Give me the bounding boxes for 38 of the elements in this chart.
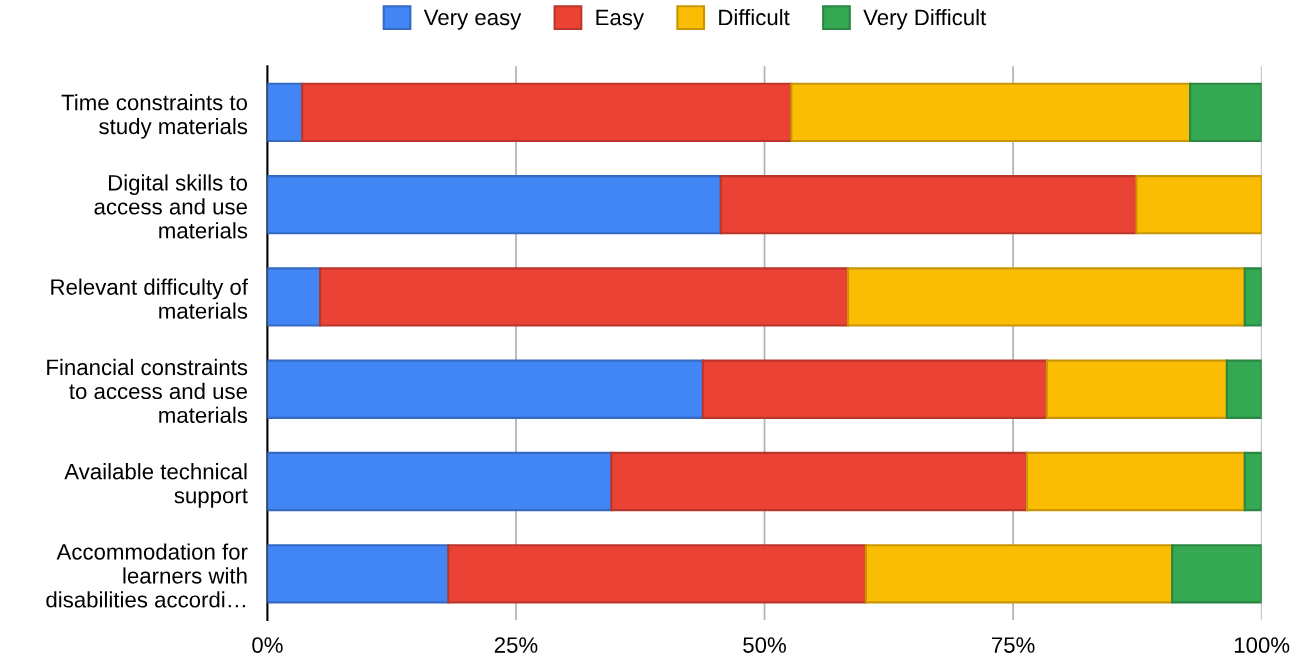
bar <box>267 359 704 419</box>
bar <box>267 82 304 143</box>
bar <box>701 359 1048 419</box>
bar <box>790 82 1192 143</box>
bar <box>301 82 793 143</box>
bar <box>610 451 1029 512</box>
bar <box>319 267 850 327</box>
bar <box>1025 451 1246 512</box>
y-tick-label: Available technical support <box>64 463 248 508</box>
bar <box>1243 267 1262 327</box>
bar <box>1135 175 1262 235</box>
y-tick-label: Digital skills to access and use materials <box>94 174 248 239</box>
y-tick-label: Relevant difficulty of materials <box>51 278 248 319</box>
legend-label: Easy <box>596 9 644 30</box>
x-tick-label: 0% <box>252 637 283 653</box>
bar <box>1225 359 1262 419</box>
bar <box>267 544 450 604</box>
bar <box>719 175 1138 235</box>
x-tick-label: 75% <box>991 637 1035 653</box>
legend-label: Very easy <box>423 9 522 30</box>
bar <box>1045 359 1228 419</box>
bar <box>447 544 867 604</box>
x-tick-label: 100% <box>1234 637 1290 653</box>
bar <box>1189 82 1262 143</box>
x-tick-label: 50% <box>743 637 786 653</box>
legend-label: Difficult <box>719 8 790 26</box>
y-tick-label: Financial constraints to access and use materials <box>47 358 248 424</box>
y-tick-label: Time constraints to study materials <box>61 94 248 139</box>
bar <box>864 544 1174 604</box>
bar <box>267 451 613 512</box>
legend-label: Very Difficult <box>863 8 987 30</box>
bar <box>847 267 1246 327</box>
x-tick-label: 25% <box>494 637 538 653</box>
bar <box>1171 544 1262 604</box>
bar <box>1243 451 1262 512</box>
bar <box>267 267 322 327</box>
bar <box>267 175 722 235</box>
y-tick-label: Accommodation for learners with disabilities accordi… <box>46 543 248 608</box>
